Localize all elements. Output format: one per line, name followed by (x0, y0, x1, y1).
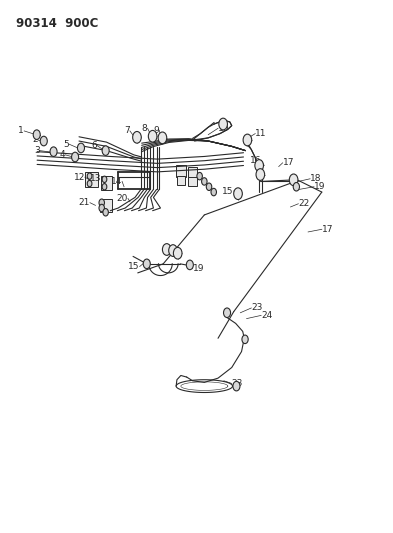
Circle shape (148, 131, 157, 142)
Text: 3: 3 (34, 146, 40, 155)
Circle shape (255, 160, 263, 171)
Circle shape (289, 174, 298, 185)
Circle shape (103, 208, 108, 216)
Text: 16: 16 (250, 156, 261, 165)
Circle shape (102, 146, 109, 156)
Bar (101, 176, 112, 190)
Circle shape (224, 308, 231, 318)
Text: 19: 19 (314, 182, 325, 191)
Circle shape (233, 381, 240, 391)
Text: 9: 9 (154, 126, 159, 135)
Text: 12: 12 (73, 173, 85, 182)
Text: 17: 17 (322, 225, 333, 234)
Text: 10: 10 (218, 124, 230, 133)
Circle shape (99, 199, 105, 206)
Text: 6: 6 (91, 141, 97, 150)
Circle shape (143, 259, 150, 269)
Circle shape (206, 183, 212, 190)
Text: 5: 5 (64, 140, 69, 149)
Text: 2: 2 (32, 135, 38, 144)
Circle shape (293, 182, 299, 191)
Text: 19: 19 (193, 264, 204, 273)
Text: 20: 20 (117, 194, 128, 203)
Circle shape (99, 204, 105, 212)
Circle shape (158, 132, 167, 144)
Text: 1: 1 (18, 126, 24, 135)
Circle shape (133, 132, 141, 143)
Text: 15: 15 (222, 187, 234, 196)
Circle shape (169, 245, 177, 256)
Circle shape (234, 188, 242, 199)
Circle shape (256, 168, 264, 180)
Circle shape (173, 247, 182, 259)
Circle shape (40, 136, 47, 146)
Text: 90314  900C: 90314 900C (17, 17, 99, 30)
Bar (100, 199, 112, 212)
Text: 4: 4 (60, 150, 65, 159)
Circle shape (102, 176, 107, 182)
Circle shape (102, 183, 107, 190)
Circle shape (243, 134, 252, 146)
Circle shape (87, 173, 92, 179)
Circle shape (33, 130, 40, 140)
Circle shape (197, 172, 202, 180)
Text: 13: 13 (90, 174, 102, 183)
Circle shape (219, 118, 228, 130)
Circle shape (87, 180, 92, 187)
Text: 11: 11 (255, 129, 267, 138)
Circle shape (72, 152, 79, 162)
Bar (188, 167, 197, 177)
Text: 14: 14 (111, 177, 122, 186)
Bar (176, 175, 185, 185)
Text: 18: 18 (310, 174, 321, 183)
Bar (176, 165, 186, 176)
Text: 15: 15 (128, 262, 140, 271)
Circle shape (242, 335, 248, 344)
Text: 8: 8 (142, 124, 147, 133)
Circle shape (211, 188, 217, 196)
Circle shape (77, 143, 84, 153)
Text: 22: 22 (298, 199, 310, 208)
Circle shape (50, 147, 57, 157)
Bar (188, 176, 197, 186)
Text: 21: 21 (79, 198, 90, 207)
Text: 7: 7 (124, 126, 130, 135)
Text: 23: 23 (232, 379, 243, 388)
Circle shape (162, 244, 171, 255)
Text: 17: 17 (283, 158, 294, 167)
Circle shape (186, 260, 193, 270)
Text: 23: 23 (252, 303, 263, 312)
Text: 24: 24 (261, 311, 272, 320)
Circle shape (202, 177, 207, 185)
Bar (85, 172, 98, 187)
